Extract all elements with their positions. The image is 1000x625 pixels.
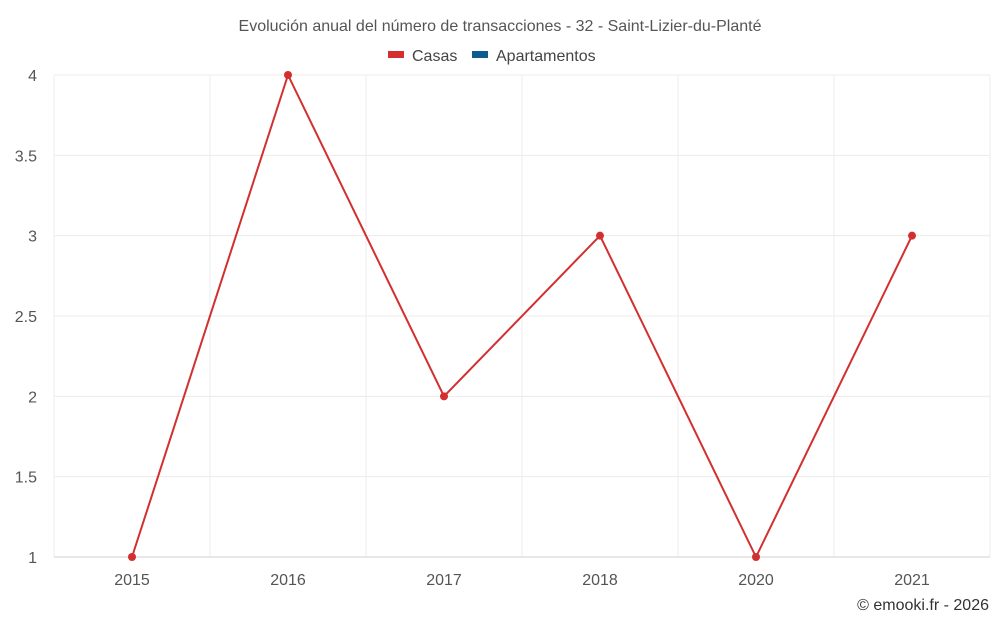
x-tick-label: 2021 <box>894 572 930 589</box>
x-tick-label: 2015 <box>114 572 150 589</box>
data-point[interactable] <box>440 392 448 401</box>
data-point[interactable] <box>284 71 292 79</box>
data-point[interactable] <box>596 231 604 240</box>
data-point[interactable] <box>908 231 916 240</box>
legend-swatch-apartamentos <box>472 51 488 58</box>
x-tick-label: 2017 <box>426 572 462 589</box>
x-tick-label: 2020 <box>738 572 774 589</box>
x-tick-label: 2018 <box>582 572 618 589</box>
series-line <box>131 74 913 558</box>
legend-swatch-casas <box>388 51 404 58</box>
legend: Casas Apartamentos <box>388 48 596 65</box>
y-tick-label: 3.5 <box>15 148 37 165</box>
data-point[interactable] <box>752 553 760 561</box>
y-tick-label: 4 <box>28 68 37 85</box>
legend-item-apartamentos[interactable]: Apartamentos <box>472 48 596 65</box>
data-point[interactable] <box>128 553 136 561</box>
y-tick-label: 1 <box>28 550 37 567</box>
y-tick-label: 1.5 <box>15 470 37 487</box>
series-casas <box>128 71 916 561</box>
y-tick-label: 3 <box>28 229 37 246</box>
credit-text: © emooki.fr - 2026 <box>857 597 989 614</box>
chart-title: Evolución anual del número de transaccio… <box>239 18 762 35</box>
legend-label-casas: Casas <box>412 48 457 65</box>
legend-label-apartamentos: Apartamentos <box>496 48 596 65</box>
axes: 1 1.5 2 2.5 3 3.5 4 2015 2016 2017 2018 2020 2021 <box>15 68 990 589</box>
y-tick-label: 2 <box>28 389 37 406</box>
y-tick-label: 2.5 <box>15 309 37 326</box>
x-tick-label: 2016 <box>270 572 306 589</box>
legend-item-casas[interactable]: Casas <box>388 48 457 65</box>
